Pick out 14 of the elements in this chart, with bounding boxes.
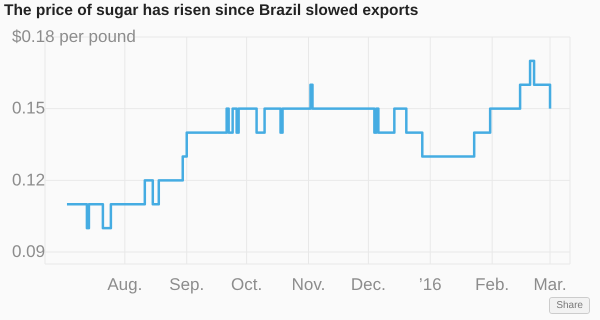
- chart-title: The price of sugar has risen since Brazil slowed exports: [4, 2, 418, 20]
- x-tick-label: Dec.: [350, 275, 386, 294]
- x-tick-label: ’16: [418, 275, 442, 294]
- x-tick-label: Aug.: [107, 275, 142, 294]
- y-tick-label: $0.18 per pound: [12, 27, 136, 46]
- text: Share: [549, 297, 590, 314]
- y-tick-label: 0.15: [12, 98, 46, 118]
- x-tick-label: Nov.: [292, 275, 326, 294]
- y-tick-label: 0.09: [12, 242, 46, 262]
- x-tick-label: Mar.: [534, 275, 567, 294]
- x-tick-label: Sep.: [169, 275, 204, 294]
- x-tick-label: Feb.: [475, 275, 510, 294]
- x-tick-label: Oct.: [231, 275, 262, 294]
- y-tick-label: 0.12: [12, 170, 46, 190]
